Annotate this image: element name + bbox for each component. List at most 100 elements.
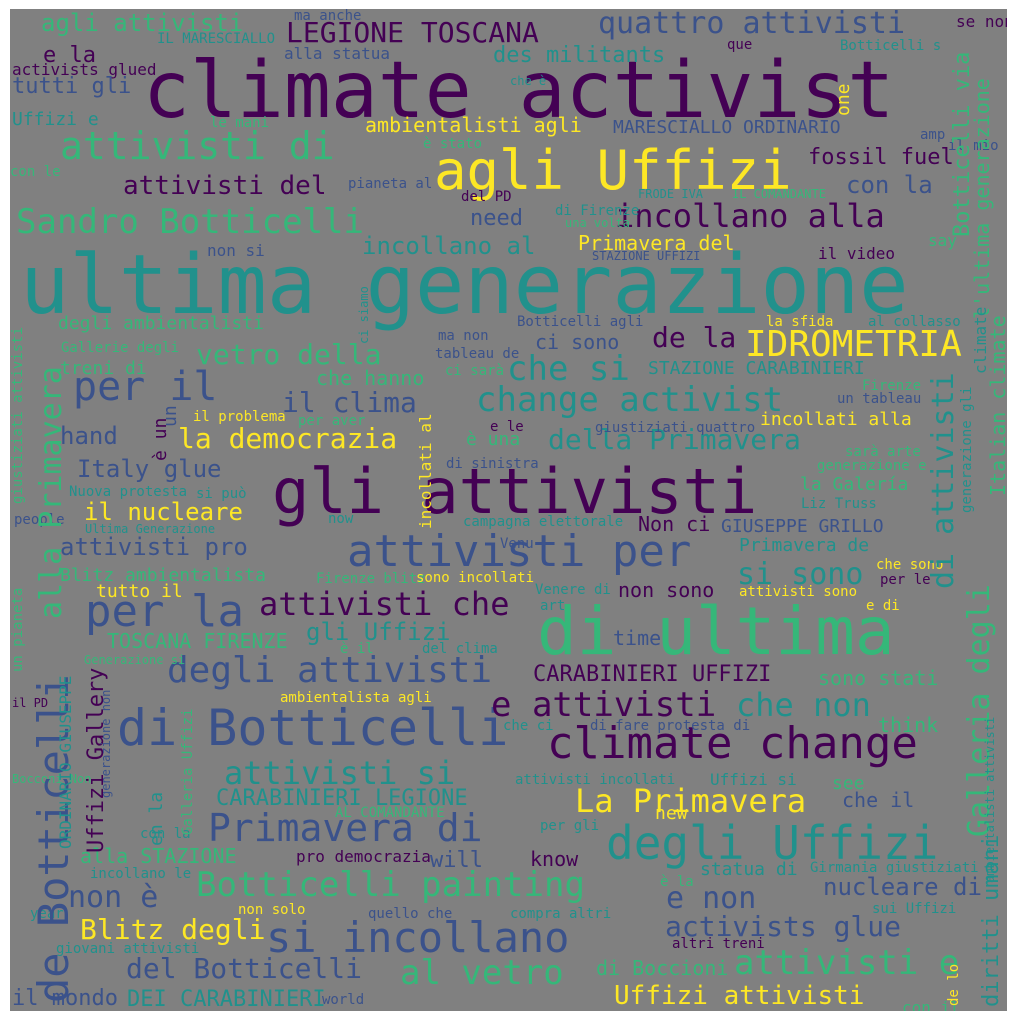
cloud-word: per gli — [540, 818, 600, 834]
cloud-word: gli Uffizi — [306, 618, 451, 646]
cloud-word: che sono — [876, 557, 944, 573]
cloud-word: hand — [60, 422, 118, 450]
cloud-word: des militants — [493, 43, 666, 68]
cloud-word: giustiziati attivisti — [10, 326, 26, 504]
cloud-word: Venere di — [535, 582, 611, 598]
cloud-word: DEI CARABINIERI — [127, 987, 326, 1011]
cloud-word: alla statua — [284, 44, 390, 63]
cloud-word: e attivisti — [491, 685, 717, 725]
cloud-word: ci sono — [535, 330, 620, 354]
cloud-word: ci siamo — [357, 286, 371, 344]
cloud-word: e di — [866, 598, 900, 614]
cloud-word: Primavera de — [739, 535, 870, 556]
cloud-word: di attivisti — [926, 372, 961, 589]
cloud-word: è una — [466, 429, 521, 450]
cloud-word: giustiziati quattro — [595, 420, 756, 436]
cloud-word: art — [540, 598, 566, 614]
cloud-word: di Boccioni — [596, 956, 729, 980]
cloud-word: Uffizi e — [12, 109, 99, 130]
cloud-word: see — [832, 773, 865, 794]
cloud-word: quattro attivisti — [598, 9, 906, 41]
cloud-word: incollano le — [90, 866, 192, 882]
cloud-word: del clima — [422, 641, 498, 657]
cloud-word: e la — [43, 43, 96, 68]
cloud-word: agli Uffizi — [434, 139, 792, 202]
cloud-word: pianeta al — [348, 176, 433, 192]
cloud-word: CARABINIERI LEGIONE — [216, 786, 468, 811]
cloud-word: en la — [146, 791, 167, 846]
cloud-word: ultima generazione — [20, 238, 909, 333]
cloud-word: di ultima — [537, 593, 895, 670]
cloud-word: will — [430, 848, 483, 873]
cloud-word: incollano al — [362, 232, 536, 260]
cloud-word: Botticelli agli — [517, 314, 644, 330]
cloud-word: di fare protesta di — [590, 718, 751, 734]
cloud-word: attivisti per — [347, 526, 692, 577]
cloud-word: di sinistra — [446, 456, 539, 472]
cloud-word: ma non — [438, 328, 489, 344]
cloud-word: attivisti pro — [60, 533, 248, 561]
cloud-word: generazione non — [99, 689, 113, 798]
cloud-word: con il — [902, 998, 960, 1012]
cloud-word: il video — [818, 244, 896, 263]
cloud-word: amp — [920, 127, 946, 143]
cloud-word: AL COMANDANTE — [335, 805, 445, 821]
cloud-word: alla Primavera — [34, 366, 69, 619]
cloud-word: un tableau — [837, 391, 922, 407]
cloud-word: attivisti di — [60, 124, 335, 168]
cloud-word: MARESCIALLO ORDINARIO — [613, 117, 841, 138]
cloud-word: fossil fuel — [808, 145, 954, 170]
cloud-word: year — [30, 906, 64, 922]
cloud-word: ambientalisti attivisti — [983, 716, 997, 883]
cloud-word: giovani attivisti — [56, 941, 200, 957]
cloud-word: le mani — [210, 115, 270, 131]
cloud-word: Nuova protesta — [69, 484, 188, 500]
cloud-word: ambientalista agli — [280, 690, 432, 706]
cloud-word: people — [14, 512, 65, 528]
cloud-word: e non — [666, 881, 757, 916]
cloud-word: generazione gli — [959, 386, 975, 513]
cloud-word: one — [833, 83, 854, 116]
cloud-word: Uffizi si — [710, 770, 797, 789]
cloud-word: il nucleare — [84, 498, 243, 526]
cloud-word: di Botticelli — [117, 699, 509, 757]
cloud-word: il clima — [282, 386, 417, 419]
cloud-word: degli attivisti — [167, 650, 493, 691]
cloud-word: Girmania giustiziati — [810, 860, 979, 876]
cloud-word: attivisti si — [224, 754, 456, 792]
cloud-word: incollati alla — [760, 409, 912, 430]
cloud-word: STAZIONE CARABINIERI — [648, 358, 865, 379]
cloud-word: tutti gli — [12, 74, 132, 99]
cloud-word: IDROMETRIA — [745, 324, 962, 365]
cloud-word: agli attivisti — [41, 9, 244, 37]
cloud-word: statua di — [700, 859, 798, 880]
cloud-word: sui Uffizi — [872, 901, 957, 917]
cloud-word: need — [470, 206, 523, 231]
cloud-word: l'ultima generazione — [970, 78, 994, 319]
cloud-word: il problema — [193, 409, 286, 425]
cloud-word: Botticelli s — [840, 38, 942, 54]
cloud-word: change activist — [476, 380, 784, 420]
cloud-word: climate change — [547, 718, 918, 769]
cloud-word: incollati al — [416, 413, 435, 529]
cloud-word: La Primavera — [575, 782, 807, 820]
cloud-word: sono stati — [818, 666, 939, 690]
cloud-word: per la — [85, 586, 244, 637]
cloud-word: al collasso — [868, 314, 961, 330]
cloud-word: Ultima Generazione — [85, 522, 216, 536]
cloud-word: GIUSEPPE GRILLO — [721, 516, 884, 537]
cloud-word: STAZIONE UFFIZI — [592, 249, 701, 263]
cloud-word: non è — [68, 880, 159, 915]
cloud-word: che si — [507, 349, 630, 389]
cloud-word: il mondo — [12, 986, 118, 1011]
cloud-word: Firenze blitz — [316, 571, 426, 587]
cloud-word: Uffizi attivisti — [614, 981, 865, 1011]
cloud-word: ci sarà — [445, 363, 505, 379]
cloud-word: Generazione si — [84, 653, 186, 667]
cloud-word: IL COMANDANTE — [732, 187, 826, 201]
cloud-word: compra altri — [510, 906, 612, 922]
cloud-word: TOSCANA FIRENZE — [107, 629, 288, 653]
cloud-word: Liz Truss — [801, 496, 877, 512]
cloud-word: si sono — [737, 557, 864, 592]
cloud-word: non sono — [618, 578, 715, 602]
